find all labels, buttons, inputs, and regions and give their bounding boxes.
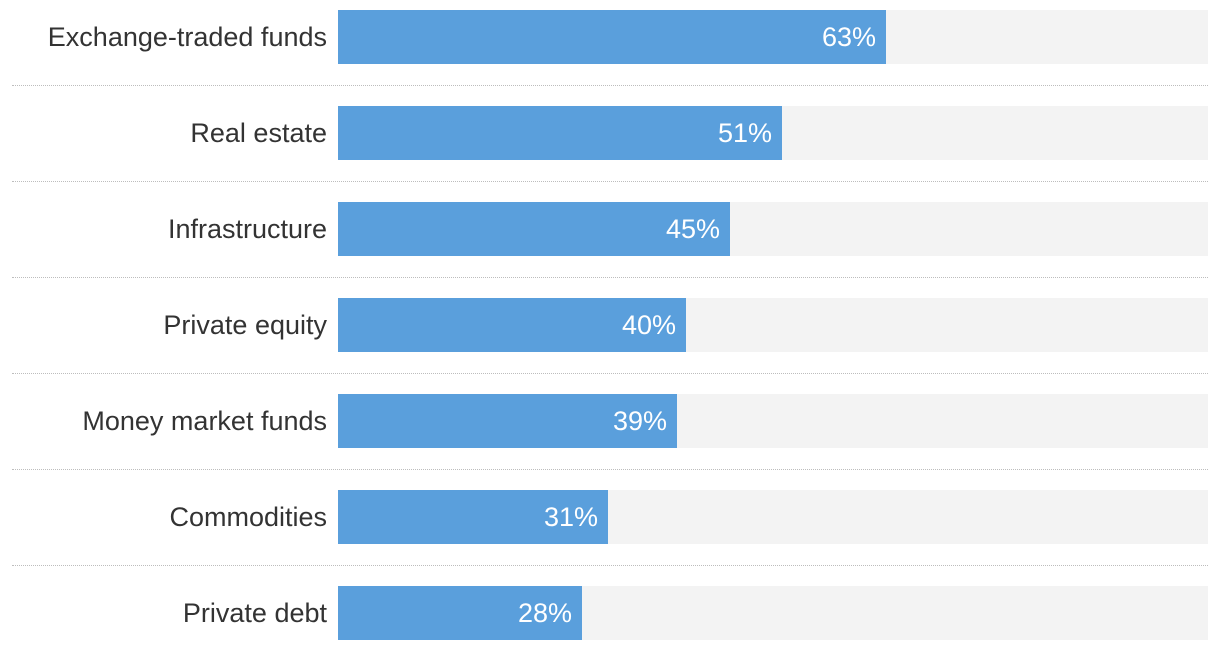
- bar-track: 40%: [338, 298, 1208, 352]
- value-label: 40%: [621, 310, 676, 340]
- bar-track: 39%: [338, 394, 1208, 448]
- value-label: 51%: [717, 118, 772, 148]
- bar: [338, 394, 677, 448]
- category-label: Infrastructure: [167, 214, 327, 244]
- category-label: Exchange-traded funds: [47, 22, 327, 52]
- bar: [338, 586, 582, 640]
- bar-row: Private equity 40%: [0, 298, 1220, 352]
- bar: [338, 10, 886, 64]
- bar: [338, 106, 782, 160]
- bar: [338, 490, 608, 544]
- bar-track: 45%: [338, 202, 1208, 256]
- bar-row: Infrastructure 45%: [0, 202, 1220, 256]
- category-label: Money market funds: [82, 406, 327, 436]
- bar-track: 28%: [338, 586, 1208, 640]
- bar-row: Commodities 31%: [0, 490, 1220, 544]
- bar-row: Money market funds 39%: [0, 394, 1220, 448]
- bar-row: Exchange-traded funds 63%: [0, 10, 1220, 64]
- value-label: 31%: [543, 502, 598, 532]
- category-label: Private equity: [163, 310, 327, 340]
- bar-row: Private debt 28%: [0, 586, 1220, 640]
- bar-track: 63%: [338, 10, 1208, 64]
- category-label: Real estate: [190, 118, 327, 148]
- row-separator: [12, 373, 1208, 374]
- bar: [338, 202, 730, 256]
- bar-track: 31%: [338, 490, 1208, 544]
- bar-row: Real estate 51%: [0, 106, 1220, 160]
- category-label: Commodities: [169, 502, 327, 532]
- row-separator: [12, 469, 1208, 470]
- row-separator: [12, 565, 1208, 566]
- value-label: 39%: [612, 406, 667, 436]
- bar: [338, 298, 686, 352]
- bar-track: 51%: [338, 106, 1208, 160]
- row-separator: [12, 181, 1208, 182]
- value-label: 63%: [821, 22, 876, 52]
- row-separator: [12, 85, 1208, 86]
- value-label: 45%: [665, 214, 720, 244]
- category-label: Private debt: [182, 598, 327, 628]
- value-label: 28%: [517, 598, 572, 628]
- row-separator: [12, 277, 1208, 278]
